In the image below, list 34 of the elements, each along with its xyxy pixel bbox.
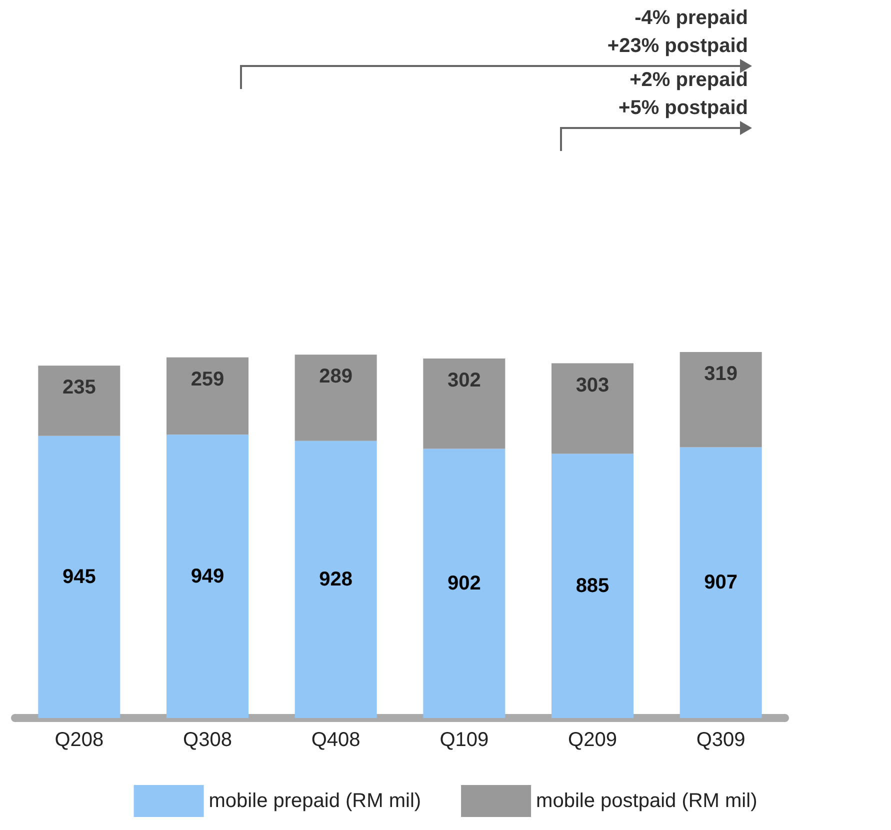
x-tick-label: Q309 xyxy=(696,729,746,751)
data-label: 902 xyxy=(447,572,481,594)
bar xyxy=(423,358,506,449)
bar xyxy=(552,454,634,718)
data-label: 303 xyxy=(576,374,610,396)
data-label: 235 xyxy=(62,376,96,399)
bar xyxy=(166,434,248,718)
data-label: 259 xyxy=(190,368,224,390)
data-label: 928 xyxy=(319,568,353,590)
bar xyxy=(294,440,377,718)
data-label: 907 xyxy=(704,572,738,594)
data-label: 302 xyxy=(447,370,481,392)
x-tick-label: Q209 xyxy=(568,729,617,751)
bar xyxy=(38,366,120,436)
data-label: 319 xyxy=(704,362,738,385)
x-tick-label: Q308 xyxy=(183,729,232,751)
x-tick-label: Q408 xyxy=(311,729,360,751)
bar xyxy=(166,357,248,435)
bar xyxy=(552,363,634,454)
bar xyxy=(680,447,762,718)
x-tick-label: Q208 xyxy=(54,729,104,751)
bar xyxy=(294,354,377,441)
data-label: 945 xyxy=(62,566,96,588)
bar xyxy=(38,436,120,718)
text: +2% prepaid +5% postpaid xyxy=(618,68,748,121)
legend-label: mobile postpaid (RM mil) xyxy=(536,790,758,812)
bar xyxy=(423,448,506,718)
bar xyxy=(680,352,762,448)
x-tick-label: Q109 xyxy=(440,729,489,751)
text: -4% prepaid +23% postpaid xyxy=(607,6,748,59)
legend-label: mobile prepaid (RM mil) xyxy=(208,790,422,812)
data-label: 885 xyxy=(576,574,610,597)
data-label: 289 xyxy=(319,366,353,388)
data-label: 949 xyxy=(190,565,224,588)
